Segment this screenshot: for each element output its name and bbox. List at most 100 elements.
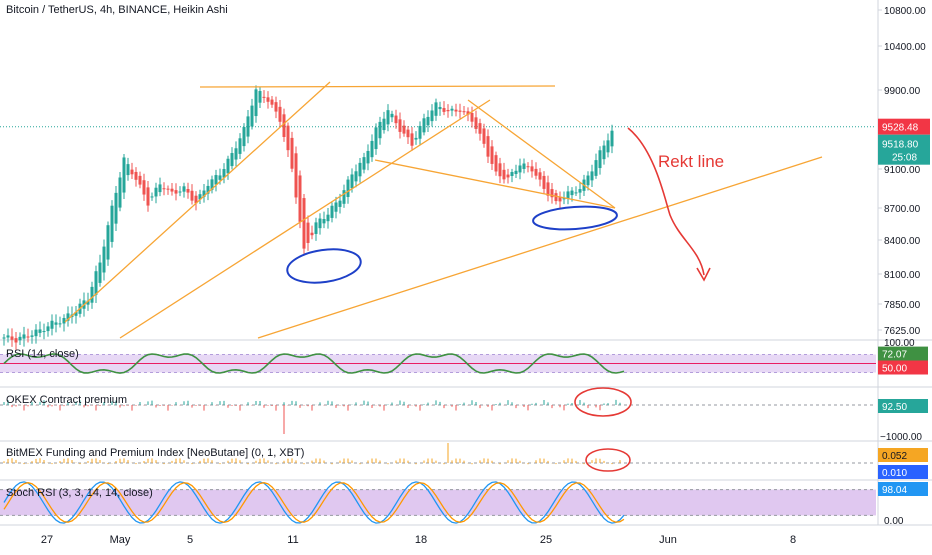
candle-body [114,192,118,224]
candle-body [178,191,182,193]
bitmex-premium-badge [878,465,928,479]
candle-body [554,193,558,202]
candle-body [378,121,382,139]
candle-body [330,205,334,218]
candle-body [530,166,534,172]
candle-body [258,91,262,103]
candle-body [314,222,318,234]
candle-body [422,118,426,133]
candle-body [470,113,474,122]
candle-body [58,323,62,325]
candle-body [426,116,430,126]
candle-body [130,169,134,175]
x-tick-label: May [110,534,131,546]
candle-body [446,109,450,112]
candle-body [6,335,10,338]
candle-body [294,153,298,198]
candle-body [418,125,422,139]
candle-body [246,116,250,137]
candle-body [270,99,274,105]
candle-body [90,286,94,303]
candle-body [478,123,482,134]
candle-body [46,326,50,332]
x-tick-label: Jun [659,534,677,546]
candle-body [74,311,78,316]
candle-body [318,218,322,229]
bitmex-funding-label: 0.052 [882,451,907,462]
x-tick-label: 8 [790,534,796,546]
candle-body [390,113,394,118]
candle-body [546,182,550,196]
candle-body [286,125,290,151]
candle-body [474,117,478,129]
highlight-circle [532,205,618,231]
candle-body [98,262,102,283]
candle-body [162,188,166,190]
last-price-badge [878,118,930,135]
candle-body [598,150,602,169]
candle-body [186,188,190,193]
trendline [64,81,331,323]
stoch-k-line [3,481,625,524]
candle-body [570,190,574,196]
candle-body [86,300,90,305]
candle-body [38,329,42,333]
candle-body [434,102,438,116]
candle-body [18,336,22,341]
candle-body [174,190,178,194]
candle-body [466,111,470,115]
candle-body [346,179,350,197]
candle-body [326,214,330,222]
last-price-label: 9528.48 [882,123,919,134]
candle-body [574,192,578,194]
candle-body [386,110,390,125]
rsi-line [3,353,625,374]
candle-body [2,337,6,339]
candle-body [274,102,278,112]
candle-body [310,232,314,236]
price-tick-label: 10800.00 [884,6,926,17]
candle-body [370,140,374,158]
candle-body [10,336,14,340]
candle-body [518,165,522,173]
candle-body [54,322,58,325]
candle-body [242,127,246,147]
stoch-axis-tick: 0.00 [884,516,904,527]
stoch-d-line [3,482,625,523]
rsi-axis-tick: 100.00 [884,338,915,349]
candle-body [566,191,570,199]
candle-body [414,137,418,140]
candle-body [118,177,122,208]
candle-body [282,114,286,138]
x-tick-label: 25 [540,534,552,546]
candle-body [154,187,158,197]
candle-body [542,175,546,189]
price-tick-label: 7850.00 [884,300,921,311]
candle-body [298,175,302,222]
candle-body [562,198,566,200]
candle-body [122,157,126,193]
candle-body [226,158,230,174]
rekt-arrowhead [696,267,711,282]
candle-body [234,148,238,160]
price-tick-label: 10400.00 [884,42,926,53]
candle-body [230,153,234,167]
candle-body [278,106,282,122]
candle-body [214,175,218,185]
mark-price-label: 9518.80 [882,140,919,151]
candle-body [482,128,486,144]
candle-body [158,184,162,193]
trendline [199,85,556,88]
candle-body [462,111,466,113]
candle-body [590,171,594,181]
candle-body [94,271,98,295]
candle-body [550,189,554,198]
trendline [257,156,823,339]
candle-body [150,196,154,198]
candle-body [142,180,146,195]
stoch-value-badge [878,482,928,496]
candle-body [26,336,30,338]
highlight-circle [286,248,362,284]
